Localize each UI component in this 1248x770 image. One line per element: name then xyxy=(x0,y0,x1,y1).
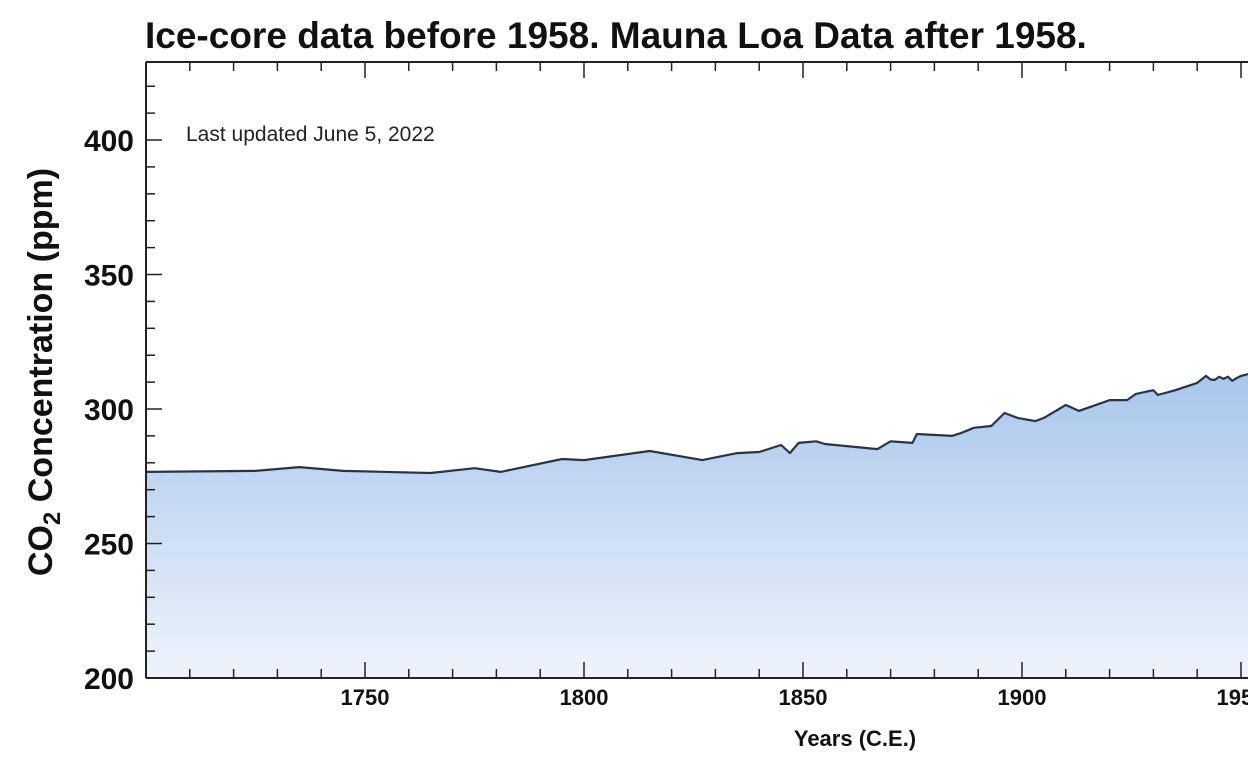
x-axis-label: Years (C.E.) xyxy=(794,726,916,751)
y-tick-label: 350 xyxy=(84,260,134,293)
x-tick-label: 1900 xyxy=(998,685,1047,710)
x-tick-label: 1950 xyxy=(1217,685,1248,710)
y-tick-label: 250 xyxy=(84,529,134,562)
x-tick-label: 1800 xyxy=(560,685,609,710)
y-label-co: CO xyxy=(22,525,60,576)
y-tick-label: 200 xyxy=(84,663,134,696)
y-label-suffix: Concentration (ppm) xyxy=(22,168,60,512)
co2-series-line xyxy=(145,372,1248,475)
y-tick-label: 400 xyxy=(84,125,134,158)
co2-area-fill xyxy=(146,374,1248,678)
x-tick-label: 1850 xyxy=(779,685,828,710)
y-tick-label: 300 xyxy=(84,394,134,427)
y-label-subscript: 2 xyxy=(39,512,66,525)
last-updated-annotation: Last updated June 5, 2022 xyxy=(186,123,435,146)
chart-title: Ice-core data before 1958. Mauna Loa Dat… xyxy=(145,15,1087,56)
axes: 200 250 300 350 400 1750 1800 1850 1900 1950 xyxy=(84,61,1248,710)
x-tick-label: 1750 xyxy=(341,685,390,710)
y-axis-label: CO2 Concentration (ppm) xyxy=(22,168,66,576)
